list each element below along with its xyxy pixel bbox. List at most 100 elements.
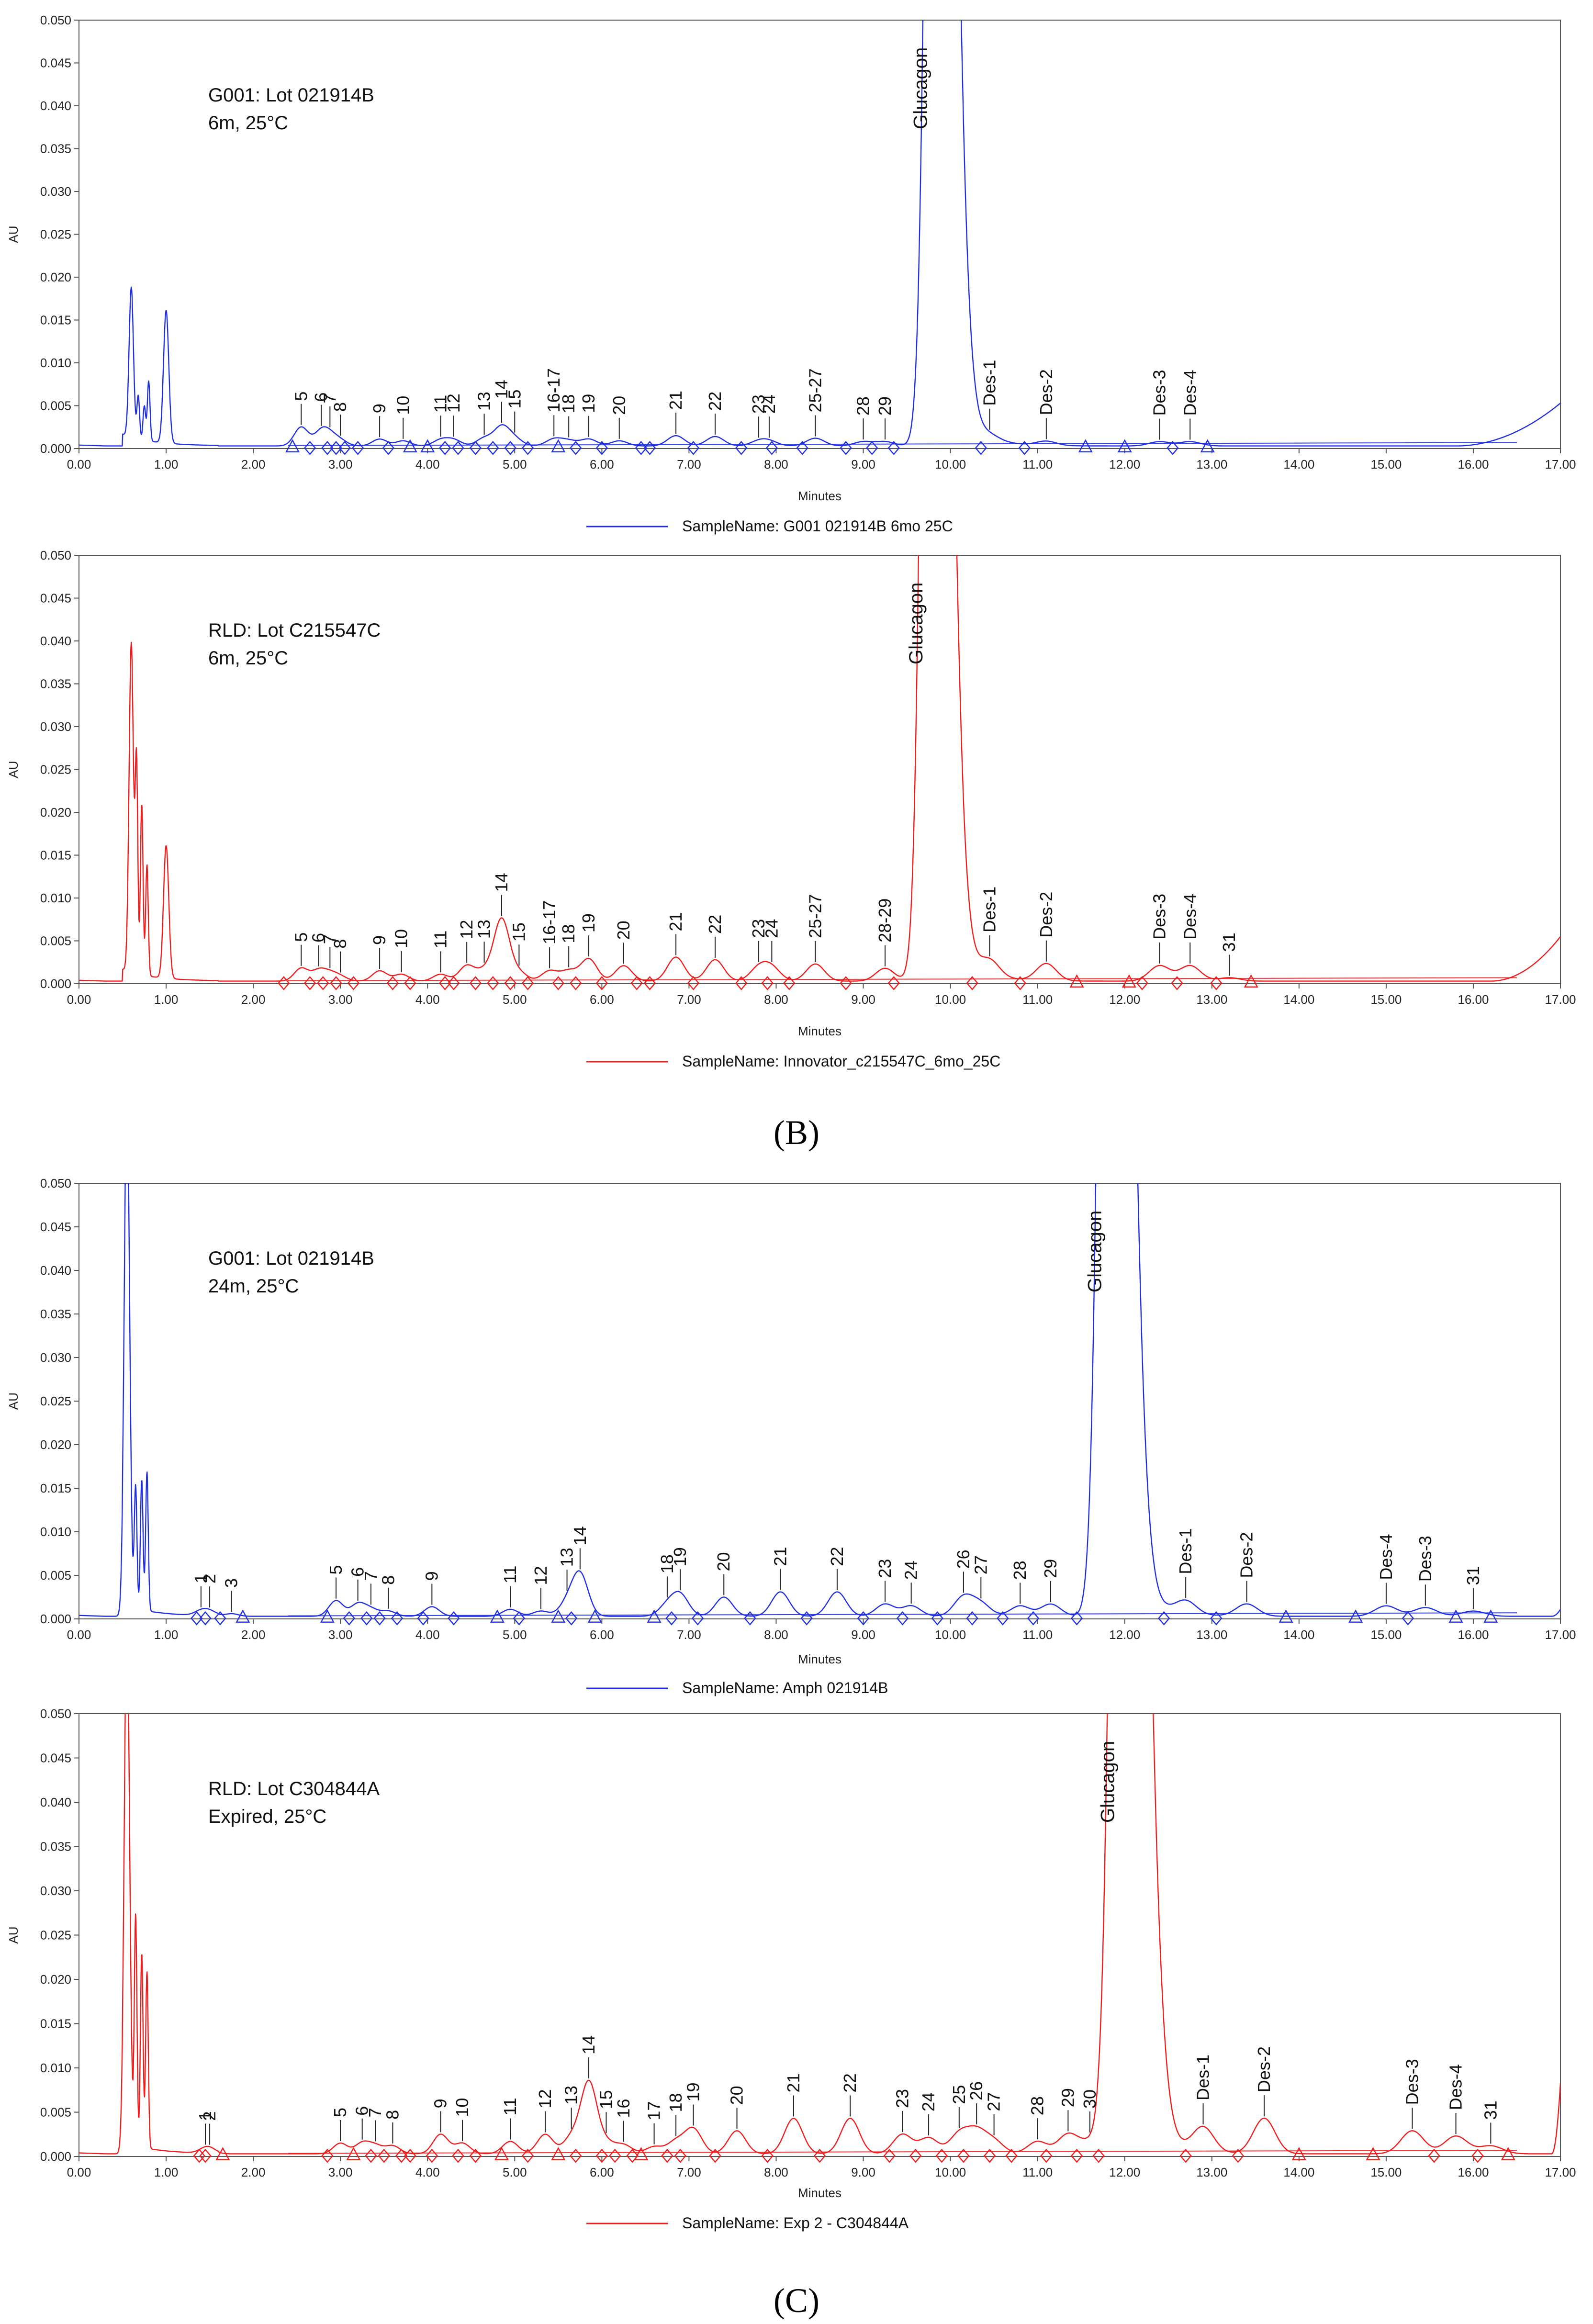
y-tick-label: 0.045 [40, 1220, 71, 1234]
triangle-marker [587, 1609, 602, 1623]
diamond-marker [439, 440, 451, 455]
diamond-marker [883, 2148, 896, 2163]
peak-label: 6 [309, 933, 328, 943]
peak-label: 26 [966, 2081, 986, 2100]
peak-label: 29 [1041, 1559, 1060, 1578]
diamond-marker [1428, 2148, 1440, 2163]
peak-label: 7 [320, 394, 339, 404]
x-tick-label: 3.00 [328, 2165, 353, 2179]
diamond-marker [317, 976, 329, 990]
diamond-marker [360, 1611, 373, 1626]
diamond-marker [382, 440, 394, 455]
x-tick-label: 10.00 [935, 992, 966, 1007]
y-tick-label: 0.035 [40, 142, 71, 156]
diamond-marker [609, 2148, 621, 2163]
x-tick-label: 4.00 [415, 992, 440, 1007]
y-tick-label: 0.005 [40, 1568, 71, 1583]
x-tick-label: 17.00 [1545, 1628, 1576, 1642]
y-axis-title: AU [6, 225, 21, 243]
x-axis-title: Minutes [798, 1024, 841, 1038]
diamond-marker [378, 2148, 390, 2163]
diamond-marker [997, 1611, 1009, 1626]
x-tick-label: 5.00 [503, 1628, 527, 1642]
peak-label: Des-1 [980, 360, 999, 406]
glucagon-label: Glucagon [1098, 1741, 1119, 1823]
peak-label: 24 [759, 394, 779, 414]
peak-label: 2 [200, 2111, 219, 2121]
peak-label: 23 [892, 2089, 912, 2108]
x-tick-label: 0.00 [67, 992, 91, 1007]
peak-label: 3 [222, 1578, 241, 1588]
peak-label: 8 [330, 939, 350, 949]
triangle-marker [1279, 1609, 1293, 1623]
peak-label: 21 [666, 912, 685, 931]
peak-label: 8 [378, 1575, 398, 1585]
y-tick-label: 0.010 [40, 2061, 71, 2075]
legend-label: SampleName: Innovator_c215547C_6mo_25C [682, 1053, 1000, 1070]
peak-label: Des-3 [1402, 2059, 1422, 2105]
y-tick-label: 0.005 [40, 934, 71, 948]
x-tick-label: 5.00 [503, 457, 527, 472]
peak-label: 11 [431, 931, 450, 948]
diamond-marker [635, 440, 647, 455]
peak-label: 28-29 [875, 898, 895, 943]
y-axis-title: AU [6, 1392, 21, 1410]
diamond-marker [469, 976, 482, 990]
x-tick-label: 3.00 [328, 992, 353, 1007]
peak-label: Des-2 [1036, 369, 1056, 415]
sample-annotation: 6m, 25°C [208, 648, 288, 669]
peak-label: 13 [474, 392, 494, 411]
peak-label: 9 [370, 935, 389, 945]
x-tick-label: 8.00 [764, 1628, 788, 1642]
diamond-marker [386, 976, 399, 990]
x-tick-label: 8.00 [764, 992, 788, 1007]
diamond-marker [193, 2148, 205, 2163]
diamond-marker [674, 2148, 686, 2163]
peak-label: 14 [579, 2035, 598, 2055]
y-tick-label: 0.010 [40, 1525, 71, 1539]
x-tick-label: 3.00 [328, 457, 353, 472]
diamond-marker [1070, 2148, 1083, 2163]
x-tick-label: 2.00 [241, 992, 266, 1007]
y-tick-label: 0.025 [40, 1928, 71, 1942]
x-tick-label: 15.00 [1370, 457, 1402, 472]
diamond-marker [887, 976, 900, 990]
y-tick-label: 0.020 [40, 805, 71, 820]
peak-label: Des-4 [1180, 370, 1200, 416]
peak-label: 11 [500, 1566, 520, 1583]
diamond-marker [761, 2148, 774, 2163]
x-tick-label: 2.00 [241, 1628, 266, 1642]
diamond-marker [321, 440, 334, 455]
y-tick-label: 0.040 [40, 1263, 71, 1278]
peak-label: Des-2 [1254, 2046, 1274, 2092]
diamond-marker [448, 976, 460, 990]
chromatogram-trace [79, 555, 1560, 982]
panel-label-c: (C) [774, 2281, 819, 2320]
diamond-marker [199, 2148, 212, 2163]
y-tick-label: 0.030 [40, 1884, 71, 1898]
diamond-marker [321, 2148, 334, 2163]
peak-label: 31 [1463, 1566, 1483, 1585]
diamond-marker [761, 976, 774, 990]
peak-label: 21 [666, 391, 685, 410]
diamond-marker [504, 976, 516, 990]
peak-label: Des-1 [980, 887, 999, 932]
diamond-marker [857, 1611, 870, 1626]
y-tick-label: 0.025 [40, 763, 71, 777]
diamond-marker [1040, 2148, 1053, 2163]
y-tick-label: 0.000 [40, 977, 71, 991]
diamond-marker [800, 1611, 813, 1626]
peak-label: 9 [370, 404, 389, 413]
diamond-marker [1027, 1611, 1040, 1626]
diamond-marker [347, 976, 360, 990]
peak-label: 15 [509, 922, 528, 942]
triangle-marker [634, 2147, 649, 2160]
integration-baseline [288, 442, 1517, 446]
triangle-marker [420, 439, 435, 453]
y-tick-label: 0.005 [40, 2105, 71, 2120]
y-tick-label: 0.050 [40, 1707, 71, 1721]
diamond-marker [866, 440, 878, 455]
peak-label: Des-4 [1446, 2064, 1466, 2110]
diamond-marker [469, 440, 482, 455]
peak-label: 11 [431, 395, 450, 413]
